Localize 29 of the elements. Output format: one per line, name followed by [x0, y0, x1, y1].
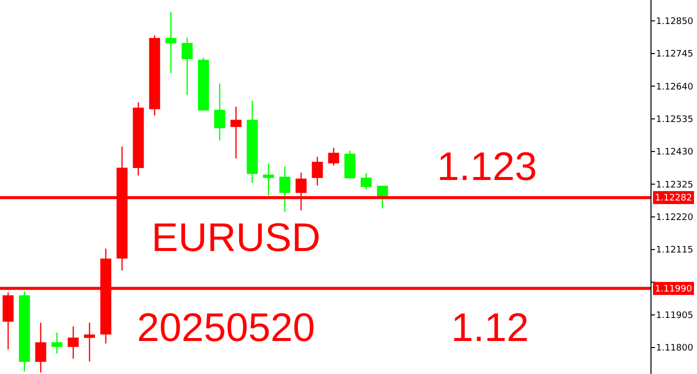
candlestick [279, 166, 290, 212]
annotation: 1.12 [451, 306, 529, 350]
candlestick [214, 83, 226, 141]
candlestick [35, 322, 46, 374]
candlestick [312, 156, 323, 186]
y-tick-label: 1.12115 [656, 246, 694, 256]
y-tick-label: 1.11800 [656, 344, 694, 354]
y-tick-label: 1.12640 [656, 82, 694, 92]
candlestick [230, 106, 242, 159]
y-tick-label: 1.11905 [656, 311, 694, 322]
candlestick [360, 172, 372, 190]
candlestick [182, 37, 193, 96]
y-tick-label: 1.12220 [656, 213, 694, 224]
y-tick-label: 1.12430 [656, 148, 694, 158]
annotation: EURUSD [152, 216, 320, 260]
candlestick [328, 147, 340, 166]
annotation: 1.123 [436, 145, 538, 189]
candlestick [51, 332, 62, 354]
candlestick [165, 11, 176, 74]
y-tick-label: 1.12535 [656, 115, 694, 126]
y-tick-label: 1.12850 [656, 16, 694, 27]
y-tick-label: 1.12745 [656, 50, 694, 60]
ref-line-label: 1.12282 [654, 194, 692, 204]
ref-line-label: 1.11990 [654, 284, 692, 295]
annotation: 20250520 [137, 306, 315, 350]
candlestick [263, 163, 274, 196]
candlestick [68, 326, 79, 360]
y-tick-label: 1.12325 [656, 180, 694, 190]
candlestick [84, 322, 96, 362]
